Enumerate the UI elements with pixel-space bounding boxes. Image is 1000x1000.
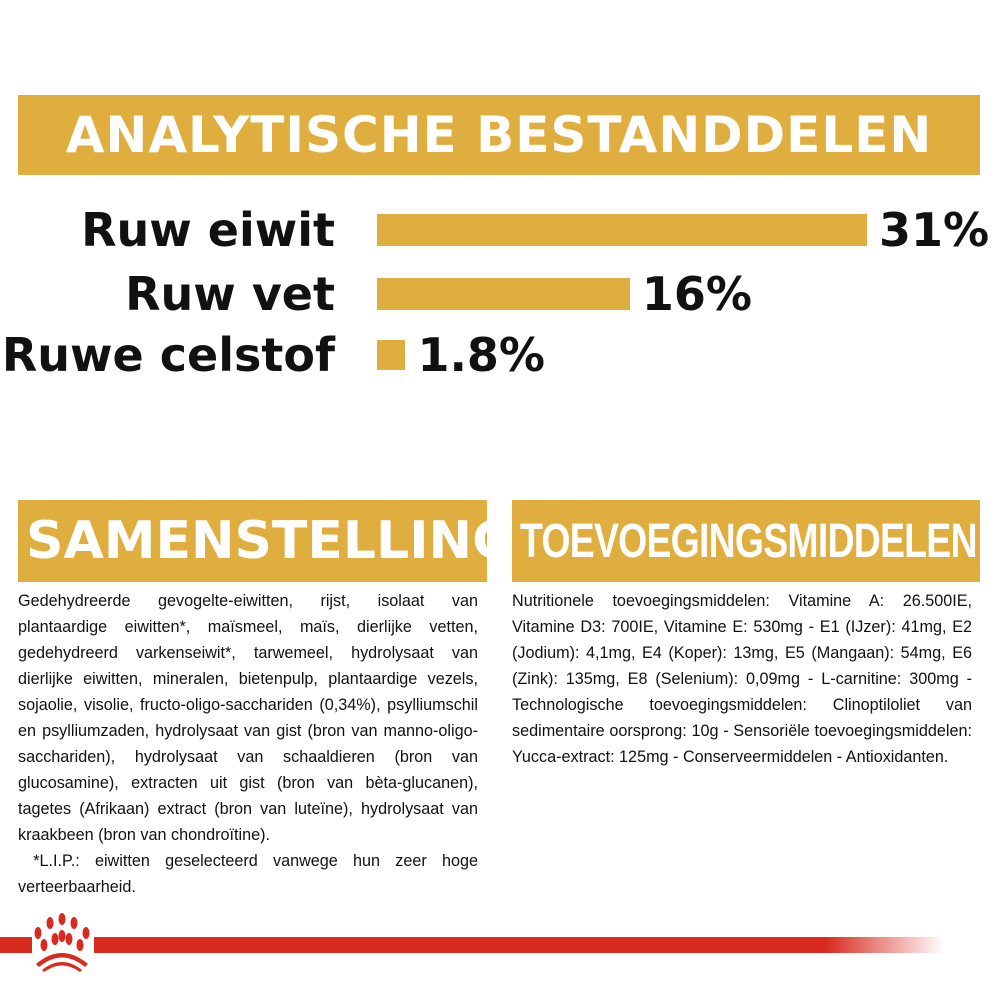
bar	[377, 278, 630, 310]
toevoegingsmiddelen-unit: (/kg)	[984, 531, 1000, 563]
samenstelling-title: SAMENSTELLING	[26, 511, 515, 571]
royal-canin-crown-icon	[34, 913, 90, 972]
category-label: Ruw vet	[125, 267, 335, 321]
page-title: ANALYTISCHE BESTANDDELEN	[65, 106, 933, 164]
bar	[377, 214, 867, 246]
category-label: Ruw eiwit	[81, 203, 335, 257]
samenstelling-body: Gedehydreerde gevogelte-eiwitten, rijst,…	[18, 588, 478, 900]
samenstelling-text: Gedehydreerde gevogelte-eiwitten, rijst,…	[18, 592, 478, 844]
value-label: 31%	[879, 203, 990, 257]
brand-stripe-left	[0, 937, 32, 953]
samenstelling-footnote: *L.I.P.: eiwitten geselecteerd vanwege h…	[18, 852, 478, 896]
toevoegingsmiddelen-body: Nutritionele toevoegingsmiddelen: Vitami…	[512, 592, 972, 766]
category-label: Ruwe celstof	[1, 328, 335, 382]
value-label: 1.8%	[417, 328, 546, 382]
samenstelling-header: SAMENSTELLING	[18, 500, 515, 582]
analytische-bestanddelen-header: ANALYTISCHE BESTANDDELEN	[18, 95, 980, 175]
toevoegingsmiddelen-heading: TOEVOEGINGSMIDDELEN (/kg)	[520, 514, 1000, 569]
value-label: 16%	[641, 267, 752, 321]
bar	[377, 340, 406, 370]
brand-stripe-right	[94, 937, 944, 953]
toevoegingsmiddelen-title: TOEVOEGINGSMIDDELEN	[520, 514, 977, 568]
toevoegingsmiddelen-header: TOEVOEGINGSMIDDELEN (/kg)	[512, 500, 1000, 582]
